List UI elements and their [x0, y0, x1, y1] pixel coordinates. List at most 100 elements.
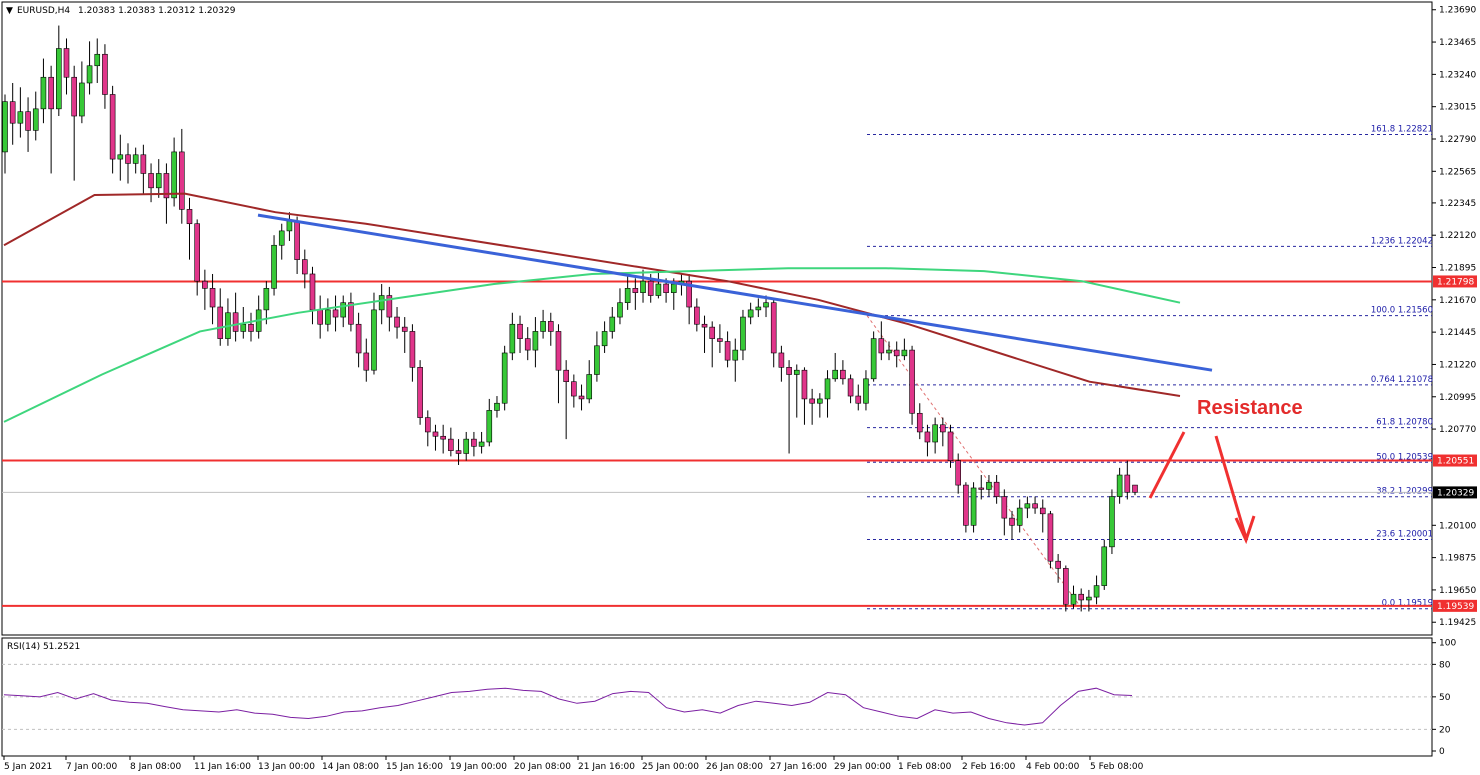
candle-body — [494, 402, 500, 411]
candle-body — [202, 280, 208, 289]
candle-body — [770, 302, 777, 354]
y-tick-label: 1.20770 — [1439, 425, 1476, 435]
y-tick-label: 1.19650 — [1439, 586, 1476, 596]
candle-body — [578, 395, 585, 400]
candle-body — [417, 367, 423, 418]
candle-body — [901, 349, 908, 357]
x-tick-label: 19 Jan 00:00 — [450, 762, 507, 772]
candle-body — [540, 321, 546, 332]
candle-body — [532, 331, 539, 351]
resistance-annotation: Resistance — [1197, 397, 1303, 419]
y-tick-label: 1.20100 — [1439, 521, 1476, 531]
candle-body — [56, 48, 62, 110]
candle-body — [640, 280, 646, 293]
candle-body — [448, 438, 454, 451]
candle-body — [1032, 503, 1038, 509]
candle-body — [25, 111, 31, 131]
candle-body — [724, 341, 731, 361]
candle-body — [9, 101, 16, 124]
candle-body — [248, 323, 254, 332]
candle-body — [601, 331, 608, 347]
candle-body — [94, 53, 101, 67]
x-tick-label: 1 Feb 08:00 — [898, 762, 952, 772]
moving-average-slow — [3, 192, 1181, 397]
candle-body — [332, 309, 339, 318]
candle-body — [624, 288, 631, 304]
candle-body — [217, 306, 224, 339]
candle-body — [348, 302, 354, 325]
candle-body — [517, 323, 523, 339]
candle-body — [40, 76, 47, 110]
fib-level-label: 0.0 1.19519 — [1382, 599, 1433, 609]
candle-body — [932, 424, 938, 443]
candle-body — [1039, 507, 1046, 515]
candle-body — [870, 338, 877, 380]
fib-level-label: 23.6 1.20001 — [1376, 530, 1433, 540]
y-tick-label: 1.20995 — [1439, 393, 1476, 403]
price-tag-label: 1.20551 — [1437, 457, 1474, 467]
candle-body — [1063, 568, 1069, 605]
candle-body — [832, 369, 839, 380]
candle-body — [663, 283, 669, 293]
descending-trendline — [257, 213, 1213, 372]
candle-body — [747, 309, 754, 318]
rsi-tick-label: 80 — [1439, 660, 1451, 670]
candle-body — [125, 154, 131, 164]
candle-body — [717, 338, 723, 342]
candle-body — [594, 345, 600, 375]
candle-body — [1016, 507, 1023, 526]
x-tick-label: 14 Jan 08:00 — [322, 762, 379, 772]
candle-body — [132, 154, 139, 164]
projection-arrows — [1148, 431, 1256, 545]
candle-body — [547, 321, 554, 332]
rsi-axis: 100 80 50 20 0 — [1432, 639, 1456, 757]
arrow-head-icon — [1234, 515, 1256, 545]
y-tick-label: 1.21895 — [1439, 264, 1476, 274]
candle-body — [48, 76, 54, 110]
y-tick-label: 1.22790 — [1439, 135, 1476, 145]
fib-level-label: 61.8 1.20780 — [1376, 418, 1433, 428]
candle-body — [317, 309, 323, 325]
candle-body — [1024, 503, 1031, 509]
x-tick-label: 29 Jan 00:00 — [834, 762, 891, 772]
candle-body — [617, 302, 623, 318]
candle-body — [301, 259, 308, 275]
candle-body — [148, 173, 154, 189]
y-tick-label: 1.22120 — [1439, 231, 1476, 241]
x-tick-label: 26 Jan 08:00 — [706, 762, 763, 772]
x-tick-label: 5 Feb 08:00 — [1090, 762, 1144, 772]
x-tick-label: 25 Jan 00:00 — [642, 762, 699, 772]
candle-body — [632, 288, 639, 293]
candle-body — [586, 374, 593, 400]
candle-body — [294, 220, 300, 260]
price-axis: 1.23690 1.23465 1.23240 1.23015 1.22790 1.225… — [1432, 6, 1476, 628]
candle-body — [424, 417, 431, 433]
candle-body — [179, 151, 185, 210]
price-tag-box — [1433, 275, 1477, 288]
candle-body — [371, 309, 377, 371]
y-tick-label: 1.23015 — [1439, 103, 1476, 113]
candle-body — [509, 323, 516, 354]
candle-body — [140, 154, 147, 174]
x-tick-label: 21 Jan 16:00 — [578, 762, 635, 772]
candle-body — [886, 349, 892, 354]
header-symbol: EURUSD,H4 — [17, 6, 70, 16]
candle-body — [801, 369, 808, 400]
candle-body — [878, 338, 885, 354]
candle-body — [993, 481, 1000, 497]
candle-body — [102, 53, 108, 95]
candle-body — [240, 323, 247, 332]
candle-body — [363, 352, 370, 371]
candle-body — [740, 316, 746, 351]
y-tick-label: 1.23465 — [1439, 38, 1476, 48]
rsi-tick-label: 100 — [1439, 639, 1456, 649]
candle-body — [186, 209, 193, 225]
candle-body — [709, 326, 716, 339]
candle-body — [793, 369, 800, 375]
candle-body — [1047, 513, 1054, 562]
fibonacci-levels: 161.8 1.22821 1.236 1.22042 100.0 1.21560 0… — [867, 125, 1433, 610]
candle-body — [986, 481, 992, 490]
candle-body — [1109, 496, 1115, 548]
candle-body — [555, 331, 562, 371]
candle-body — [86, 65, 93, 84]
